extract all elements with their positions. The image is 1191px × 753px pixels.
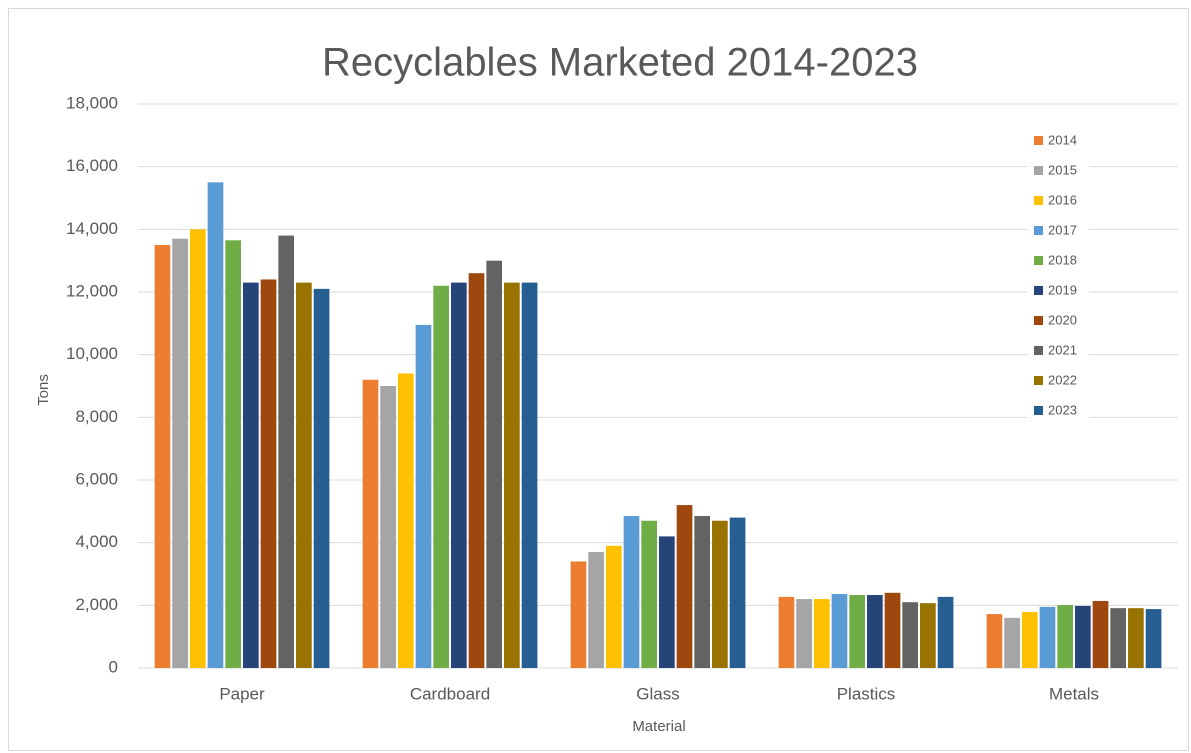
bar — [189, 229, 206, 669]
bar — [1110, 608, 1127, 668]
bar — [659, 536, 675, 668]
legend-label: 2020 — [1048, 312, 1077, 327]
y-tick-label: 18,000 — [66, 93, 118, 112]
bar — [397, 373, 414, 668]
bar — [867, 594, 883, 668]
legend-label: 2017 — [1048, 222, 1077, 237]
y-tick-label: 8,000 — [75, 407, 118, 426]
bar — [796, 599, 812, 668]
chart-title: Recyclables Marketed 2014-2023 — [322, 41, 918, 85]
x-tick-label: Paper — [219, 684, 265, 703]
bar — [588, 552, 604, 668]
bar — [676, 505, 693, 668]
legend-label: 2015 — [1048, 162, 1077, 177]
bar — [1092, 600, 1109, 668]
bar — [778, 596, 795, 668]
bar — [920, 603, 936, 668]
legend-label: 2014 — [1048, 132, 1077, 147]
bar — [504, 282, 520, 668]
bar — [362, 379, 379, 668]
legend-swatch — [1034, 166, 1043, 175]
legend-swatch — [1034, 286, 1043, 295]
bar — [207, 182, 224, 669]
y-tick-label: 4,000 — [75, 532, 118, 551]
legend-swatch — [1034, 376, 1043, 385]
bar — [415, 324, 432, 668]
bar — [1075, 605, 1091, 668]
y-tick-label: 12,000 — [66, 281, 118, 300]
bar — [1057, 605, 1073, 668]
x-tick-label: Cardboard — [410, 684, 490, 703]
x-tick-label: Metals — [1049, 684, 1099, 703]
y-tick-label: 10,000 — [66, 344, 118, 363]
bar — [902, 602, 919, 668]
y-tick-label: 16,000 — [66, 156, 118, 175]
bar — [623, 516, 640, 668]
bar — [831, 594, 848, 668]
legend-swatch — [1034, 406, 1043, 415]
legend-label: 2022 — [1048, 372, 1077, 387]
bar — [1004, 617, 1020, 668]
bar — [712, 520, 728, 668]
bar — [1145, 609, 1162, 668]
legend-label: 2023 — [1048, 402, 1077, 417]
legend-label: 2018 — [1048, 252, 1077, 267]
bar — [641, 520, 657, 668]
bar — [243, 282, 259, 668]
y-tick-label: 14,000 — [66, 219, 118, 238]
bar — [849, 594, 865, 668]
x-tick-label: Glass — [636, 684, 679, 703]
bar — [521, 282, 538, 668]
x-tick-label: Plastics — [837, 684, 896, 703]
y-axis-label: Tons — [35, 374, 52, 406]
bar — [486, 260, 503, 668]
legend-swatch — [1034, 226, 1043, 235]
bar — [694, 516, 711, 668]
legend-swatch — [1034, 256, 1043, 265]
legend-swatch — [1034, 316, 1043, 325]
legend-swatch — [1034, 346, 1043, 355]
bar — [380, 386, 396, 668]
y-tick-label: 2,000 — [75, 595, 118, 614]
bar — [884, 592, 901, 668]
bar — [313, 288, 330, 668]
bar — [1039, 606, 1056, 668]
legend-label: 2021 — [1048, 342, 1077, 357]
bar — [154, 245, 171, 668]
legend-swatch — [1034, 136, 1043, 145]
x-axis-label: Material — [632, 718, 685, 735]
legend-swatch — [1034, 196, 1043, 205]
y-tick-label: 6,000 — [75, 469, 118, 488]
y-tick-label: 0 — [109, 657, 118, 676]
bar — [296, 282, 312, 668]
legend-label: 2019 — [1048, 282, 1077, 297]
bar — [605, 545, 622, 668]
legend-label: 2016 — [1048, 192, 1077, 207]
bar — [729, 517, 746, 668]
bar — [1021, 611, 1038, 668]
bar — [570, 561, 587, 668]
bar — [937, 596, 954, 668]
bar — [986, 614, 1003, 668]
bar — [451, 282, 467, 668]
bar — [172, 238, 188, 668]
bar — [813, 599, 830, 668]
bar — [278, 235, 295, 668]
bar — [260, 279, 277, 668]
bar — [225, 240, 241, 669]
bar — [468, 273, 485, 668]
bar — [1128, 608, 1144, 668]
bar — [433, 285, 449, 668]
